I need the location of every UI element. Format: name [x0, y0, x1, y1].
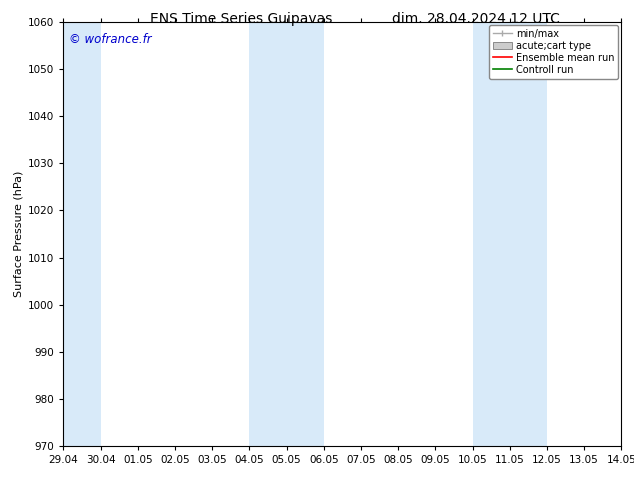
Text: ENS Time Series Guipavas: ENS Time Series Guipavas	[150, 12, 332, 26]
Bar	[472, 22, 547, 446]
Bar	[63, 22, 101, 446]
Y-axis label: Surface Pressure (hPa): Surface Pressure (hPa)	[14, 171, 24, 297]
Legend: min/max, acute;cart type, Ensemble mean run, Controll run: min/max, acute;cart type, Ensemble mean …	[489, 25, 618, 78]
Text: © wofrance.fr: © wofrance.fr	[69, 33, 152, 46]
Bar	[249, 22, 324, 446]
Text: dim. 28.04.2024 12 UTC: dim. 28.04.2024 12 UTC	[392, 12, 559, 26]
